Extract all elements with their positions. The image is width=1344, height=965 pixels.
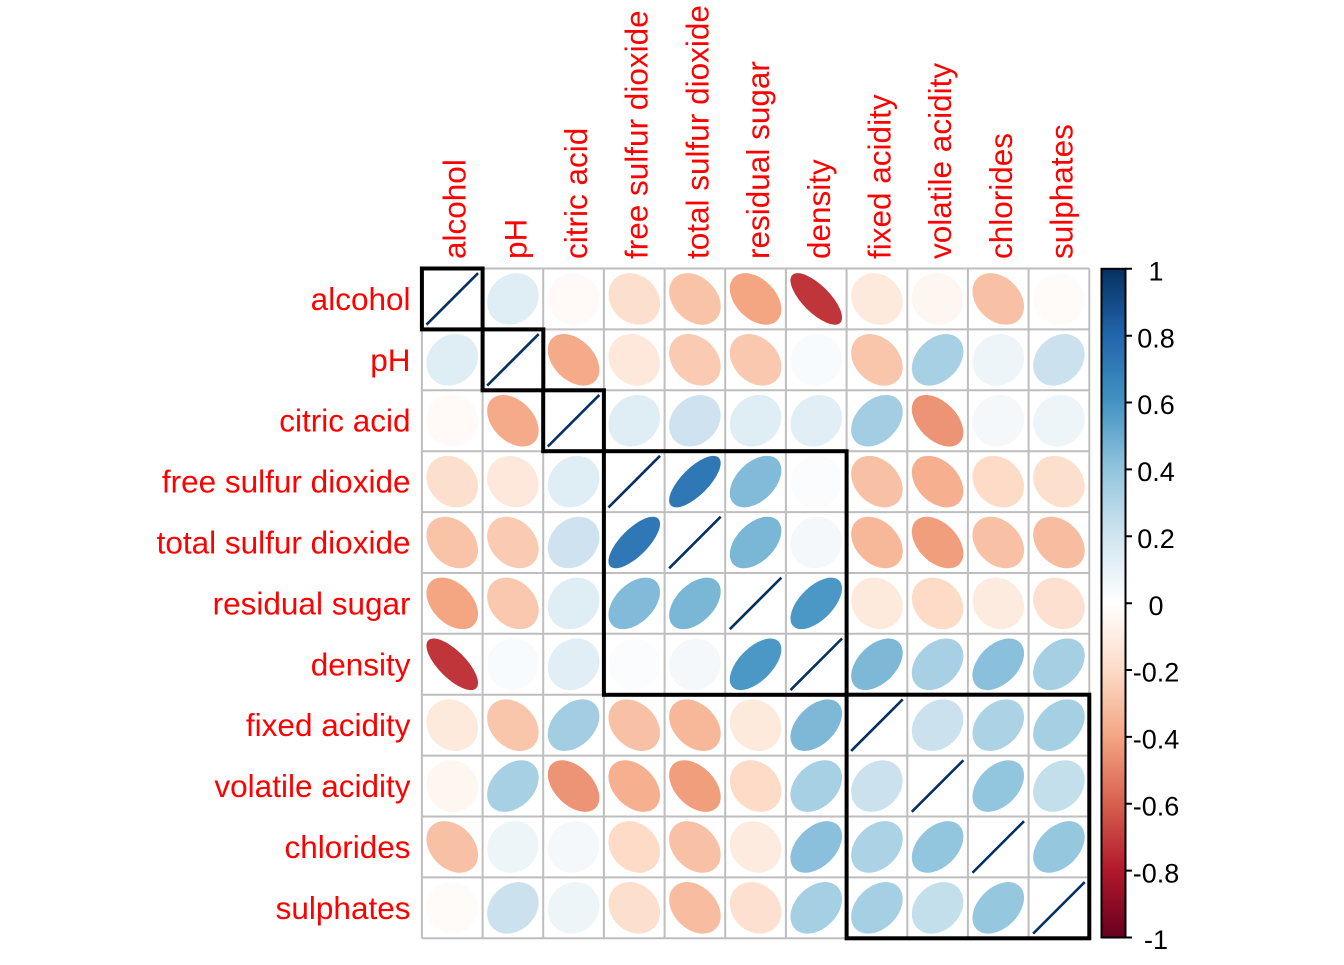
svg-text:1: 1 [1148, 257, 1163, 287]
svg-text:0.8: 0.8 [1137, 323, 1175, 353]
svg-text:0.2: 0.2 [1137, 524, 1175, 554]
svg-text:-0.2: -0.2 [1133, 658, 1180, 688]
svg-text:pH: pH [370, 342, 410, 378]
svg-text:density: density [311, 646, 411, 682]
svg-text:sulphates: sulphates [1043, 124, 1079, 259]
svg-text:0.6: 0.6 [1137, 390, 1175, 420]
svg-text:fixed acidity: fixed acidity [861, 94, 897, 259]
svg-text:residual sugar: residual sugar [740, 61, 776, 259]
svg-text:-1: -1 [1144, 925, 1168, 955]
svg-text:total sulfur dioxide: total sulfur dioxide [679, 5, 715, 259]
svg-text:-0.6: -0.6 [1133, 792, 1180, 822]
svg-text:-0.8: -0.8 [1133, 858, 1180, 888]
svg-text:fixed acidity: fixed acidity [246, 707, 411, 743]
svg-text:chlorides: chlorides [983, 133, 1019, 259]
svg-text:0.4: 0.4 [1137, 457, 1175, 487]
svg-text:citric acid: citric acid [558, 128, 594, 259]
svg-text:total sulfur dioxide: total sulfur dioxide [157, 525, 411, 561]
svg-text:alcohol: alcohol [437, 159, 473, 259]
svg-text:sulphates: sulphates [276, 890, 411, 926]
svg-text:density: density [801, 159, 837, 259]
svg-text:free sulfur dioxide: free sulfur dioxide [619, 10, 655, 259]
svg-text:residual sugar: residual sugar [213, 585, 411, 621]
svg-text:citric acid: citric acid [279, 403, 410, 439]
svg-text:alcohol: alcohol [311, 281, 411, 317]
svg-text:volatile acidity: volatile acidity [214, 768, 410, 804]
svg-text:chlorides: chlorides [284, 829, 410, 865]
svg-text:free sulfur dioxide: free sulfur dioxide [162, 464, 411, 500]
svg-text:pH: pH [497, 219, 533, 259]
svg-text:-0.4: -0.4 [1133, 725, 1180, 755]
svg-text:0: 0 [1148, 591, 1163, 621]
svg-text:volatile acidity: volatile acidity [922, 63, 958, 259]
